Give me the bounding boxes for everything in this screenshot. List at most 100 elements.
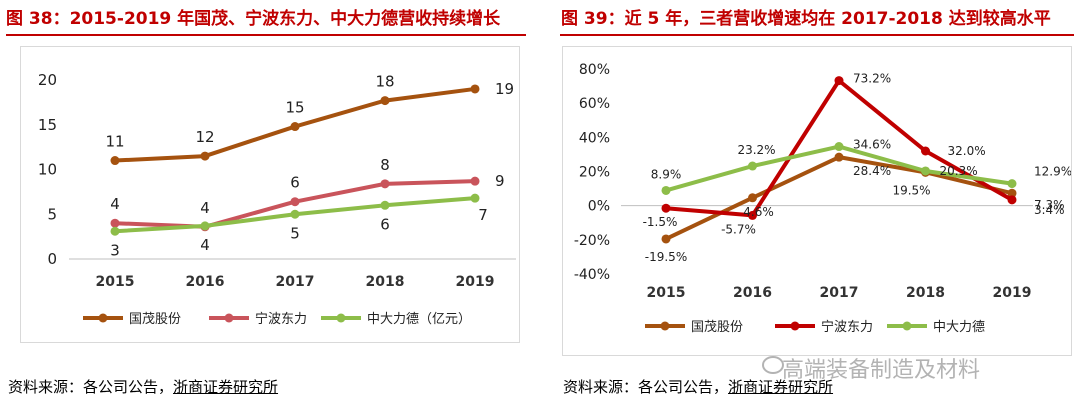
wechat-icon: [762, 356, 784, 374]
right-data-label: 28.4%: [853, 164, 891, 178]
right-x-tick-label: 2017: [820, 285, 859, 301]
left-data-label: 6: [380, 215, 390, 233]
legend-marker: [336, 313, 346, 323]
right-series-point-2: [1007, 179, 1017, 189]
right-x-tick-label: 2016: [733, 285, 772, 301]
right-series-point-1: [748, 210, 757, 220]
left-x-tick-label: 2017: [276, 274, 315, 290]
left-y-tick-label: 20: [38, 71, 57, 89]
left-data-label: 9: [495, 172, 505, 190]
left-x-tick-label: 2016: [186, 274, 225, 290]
legend-marker: [790, 321, 800, 331]
left-data-label: 7: [478, 206, 488, 224]
left-data-label: 5: [290, 224, 300, 242]
left-series-point-0: [110, 156, 120, 166]
right-series-point-2: [921, 166, 930, 176]
left-series-point-1: [470, 176, 480, 186]
right-source-link[interactable]: 浙商证券研究所: [728, 378, 834, 396]
left-series-point-2: [200, 221, 210, 231]
right-x-tick-label: 2019: [993, 285, 1032, 301]
watermark: 高端装备制造及材料: [782, 358, 981, 383]
left-data-label: 18: [375, 73, 394, 91]
left-series-point-2: [290, 209, 300, 219]
right-data-label: 32.0%: [948, 144, 986, 158]
right-data-label: -1.5%: [643, 215, 678, 229]
right-data-label: -19.5%: [645, 250, 687, 264]
right-data-label: 73.2%: [853, 72, 891, 86]
left-data-label: 4: [200, 199, 210, 217]
left-data-label: 4: [110, 195, 120, 213]
left-data-label: 4: [200, 236, 210, 254]
legend-marker: [660, 321, 670, 331]
legend-marker: [224, 313, 234, 323]
legend-label: 宁波东力: [821, 319, 873, 335]
right-data-label: 20.3%: [940, 164, 978, 178]
left-source-link[interactable]: 浙商证券研究所: [173, 378, 279, 396]
right-x-tick-label: 2015: [647, 285, 686, 301]
right-y-tick-label: 80%: [579, 62, 610, 78]
left-data-label: 6: [290, 174, 300, 192]
right-data-label: 34.6%: [853, 138, 891, 152]
legend-label: 国茂股份: [129, 312, 181, 327]
right-data-label: 3.4%: [1034, 203, 1065, 217]
right-x-tick-label: 2018: [906, 285, 945, 301]
left-y-tick-label: 5: [47, 205, 57, 223]
legend-label: 中大力德: [933, 320, 985, 335]
left-series-point-0: [200, 151, 210, 161]
right-data-label: -5.7%: [721, 222, 756, 236]
legend-marker: [902, 321, 912, 331]
left-data-label: 3: [110, 241, 120, 259]
left-data-label: 15: [285, 99, 304, 117]
right-y-tick-label: 0%: [588, 199, 610, 215]
left-series-point-0: [470, 84, 480, 94]
legend-marker: [98, 313, 108, 323]
left-series-point-1: [110, 218, 120, 228]
left-chart-title: 图 38：2015-2019 年国茂、宁波东力、中大力德营收持续增长: [6, 9, 501, 29]
right-series-point-1: [834, 76, 844, 86]
right-series-point-0: [1007, 188, 1017, 198]
right-title-rule: [560, 34, 1074, 36]
left-series-point-2: [110, 226, 120, 236]
left-chart: 0 5 10 15 20 2015 2016 2017 2018 2019 11 12 15 18 19 4 4…: [20, 46, 520, 343]
right-data-label: 19.5%: [892, 183, 930, 197]
right-y-tick-label: 20%: [579, 165, 610, 181]
left-x-tick-label: 2018: [366, 274, 405, 290]
left-source-prefix: 资料来源：各公司公告，: [8, 378, 174, 396]
right-series-point-0: [661, 234, 671, 244]
right-source: 资料来源：各公司公告，浙商证券研究所: [563, 376, 833, 397]
right-series-point-1: [661, 203, 671, 213]
left-title-rule: [6, 34, 526, 36]
left-source: 资料来源：各公司公告，浙商证券研究所: [8, 376, 278, 397]
legend-label: 中大力德（亿元）: [367, 312, 471, 327]
right-y-tick-label: 40%: [579, 130, 610, 146]
right-series-point-2: [661, 185, 671, 195]
left-y-tick-label: 0: [47, 250, 57, 268]
left-data-label: 11: [105, 133, 124, 151]
left-series-point-2: [380, 200, 390, 210]
right-data-label: 8.9%: [651, 167, 682, 181]
right-data-label: 7.3%: [1034, 198, 1065, 212]
right-y-tick-label: 60%: [579, 96, 610, 112]
left-series-point-0: [290, 122, 300, 132]
right-chart-title: 图 39：近 5 年，三者营收增速均在 2017-2018 达到较高水平: [561, 9, 1051, 29]
right-series-point-2: [834, 142, 844, 152]
right-y-tick-label: -20%: [574, 233, 610, 249]
right-series-point-1: [921, 146, 930, 156]
left-series-point-1: [380, 179, 390, 189]
right-source-prefix: 资料来源：各公司公告，: [563, 378, 729, 396]
left-data-label: 12: [195, 128, 214, 146]
left-data-label: 19: [495, 80, 514, 98]
right-data-label: 12.9%: [1034, 165, 1072, 179]
right-series-point-1: [1007, 195, 1017, 205]
legend-label: 国茂股份: [691, 320, 743, 335]
left-x-tick-label: 2019: [456, 274, 495, 290]
right-y-tick-label: -40%: [574, 267, 610, 283]
legend-label: 宁波东力: [255, 311, 307, 327]
right-data-label: 23.2%: [737, 143, 775, 157]
left-x-tick-label: 2015: [96, 274, 135, 290]
left-data-label: 8: [380, 156, 390, 174]
left-series-point-1: [290, 197, 300, 207]
right-data-label: 4.6%: [743, 205, 774, 219]
left-series-point-0: [380, 96, 390, 106]
left-y-tick-label: 10: [38, 161, 57, 179]
